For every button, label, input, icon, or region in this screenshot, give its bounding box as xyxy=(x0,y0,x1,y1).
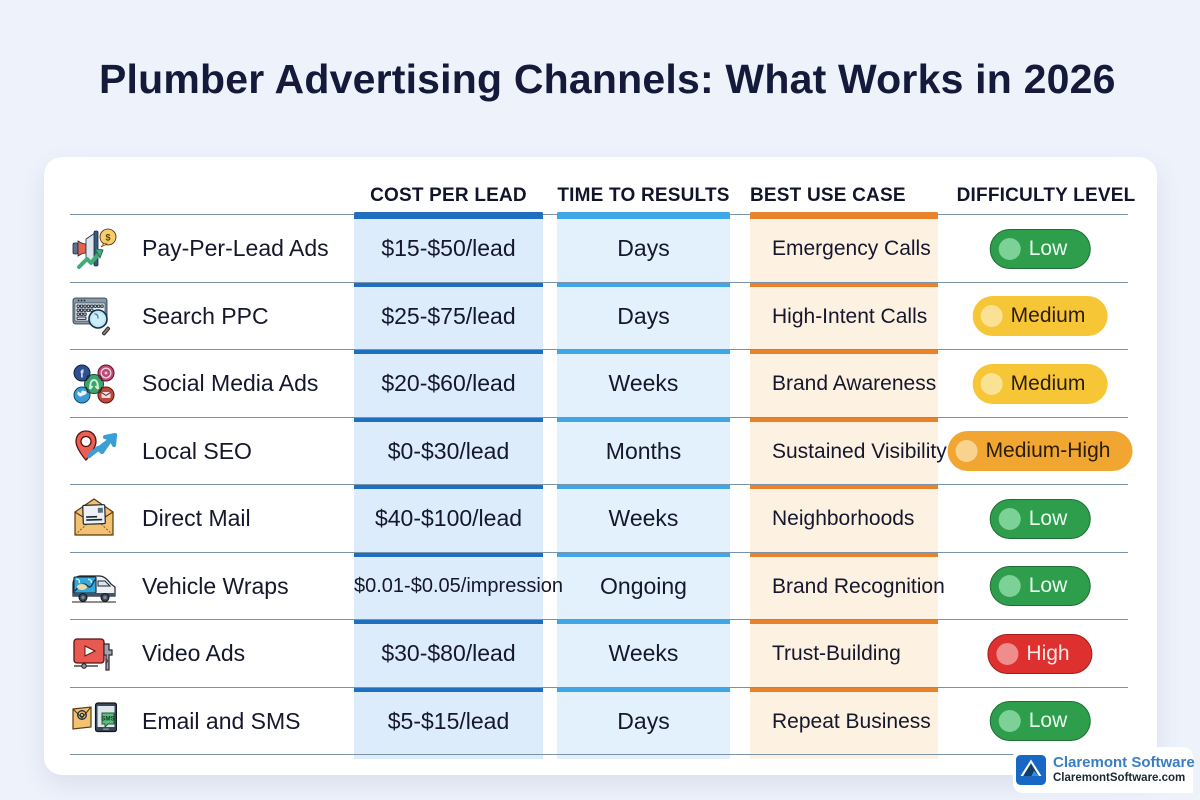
svg-text:f: f xyxy=(80,368,84,380)
svg-text:$: $ xyxy=(105,232,110,242)
svg-text:SMS: SMS xyxy=(101,716,115,723)
